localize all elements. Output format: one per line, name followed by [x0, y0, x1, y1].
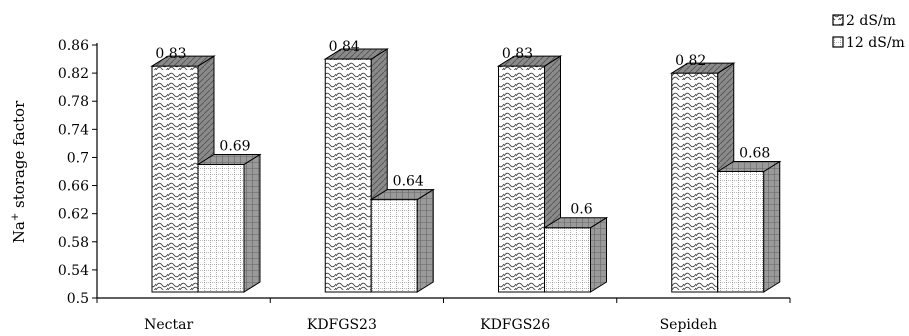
x-tick-label: Sepideh — [660, 317, 718, 333]
y-tick-label: 0.7 — [67, 150, 89, 166]
legend-swatch-12dsm — [832, 36, 844, 48]
bar-top — [670, 62, 736, 74]
x-tick-label: KDFGS23 — [307, 317, 377, 333]
data-label: 0.82 — [675, 53, 706, 69]
y-tick-label: 0.86 — [58, 38, 89, 54]
bars-group — [150, 48, 782, 293]
x-tick-label: Nectar — [144, 317, 193, 333]
bar-top — [196, 153, 262, 165]
bar-front — [671, 72, 719, 293]
data-label: 0.69 — [219, 138, 250, 154]
axes: 0.5 0.54 0.58 0.62 0.66 0.7 0.74 0.78 0.82 0.86 Ne… — [58, 38, 791, 333]
bar-front — [370, 199, 418, 293]
bar — [496, 55, 563, 293]
bar-side — [416, 188, 434, 293]
bar — [196, 153, 262, 293]
data-labels-group: 0.83 0.69 0.84 0.64 0.83 0.6 0.82 0.68 — [155, 39, 770, 218]
data-label: 0.83 — [155, 46, 186, 62]
y-tick-label: 0.58 — [58, 235, 89, 251]
legend-item-12dsm: 12 dS/m — [832, 35, 905, 51]
legend: 2 dS/m 12 dS/m — [832, 13, 905, 51]
y-tick-label: 0.82 — [58, 66, 89, 82]
y-tick-label: 0.54 — [58, 263, 89, 279]
legend-item-2dsm: 2 dS/m — [832, 13, 896, 29]
bar-top — [369, 189, 435, 201]
bar-top — [496, 55, 563, 67]
y-tick-label: 0.5 — [67, 291, 89, 307]
bar-front — [151, 65, 199, 293]
legend-swatch-2dsm — [832, 14, 844, 26]
bar-front — [197, 163, 245, 293]
data-label: 0.68 — [739, 146, 770, 162]
bar-top — [150, 55, 216, 67]
bar-front — [498, 65, 545, 293]
bar-side — [243, 153, 261, 293]
legend-label-2dsm: 2 dS/m — [846, 13, 896, 29]
bar-top — [716, 161, 782, 172]
bar-top — [542, 217, 609, 229]
bar — [716, 160, 782, 293]
data-label: 0.64 — [393, 174, 424, 190]
y-axis-label: Na+ storage factor — [10, 100, 28, 243]
bar-front — [544, 227, 591, 293]
y-tick-label: 0.62 — [58, 207, 89, 223]
y-tick-label: 0.74 — [58, 122, 89, 138]
legend-label-12dsm: 12 dS/m — [846, 35, 905, 51]
bar — [542, 216, 609, 293]
bar-side — [763, 160, 781, 293]
bar — [369, 188, 435, 293]
data-label: 0.84 — [329, 39, 360, 55]
y-tick-label: 0.66 — [58, 179, 89, 195]
bar-front — [324, 58, 372, 293]
bar-side — [590, 216, 607, 293]
bar-top — [323, 48, 389, 60]
data-label: 0.6 — [570, 202, 592, 218]
bar-front — [717, 171, 765, 293]
data-label: 0.83 — [502, 46, 533, 62]
x-tick-label: KDFGS26 — [480, 317, 550, 333]
y-tick-label: 0.78 — [58, 94, 89, 110]
